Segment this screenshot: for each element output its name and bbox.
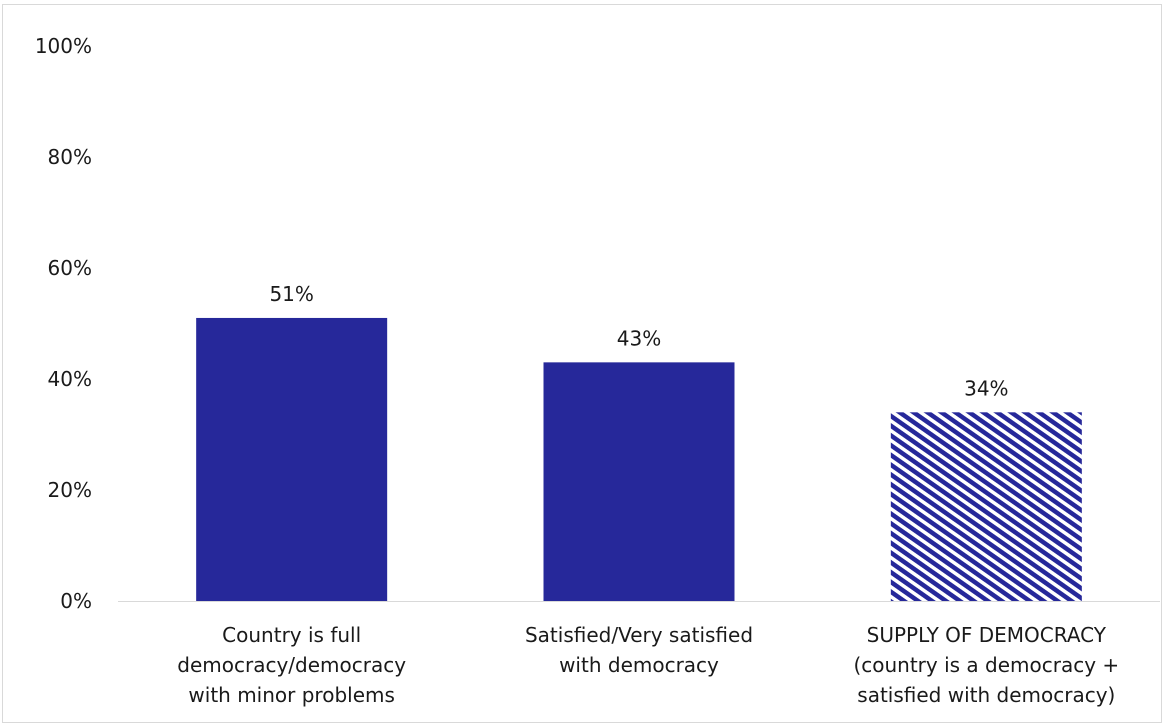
category-label-line: SUPPLY OF DEMOCRACY bbox=[867, 623, 1107, 647]
y-tick-label: 100% bbox=[35, 34, 92, 58]
category-label-line: democracy/democracy bbox=[177, 653, 406, 677]
y-tick-label: 20% bbox=[48, 478, 92, 502]
y-tick-label: 80% bbox=[48, 145, 92, 169]
category-label: Country is full democracy/democracy with m… bbox=[177, 623, 406, 707]
y-axis: 0% 20% 40% 60% 80% 100% bbox=[35, 34, 92, 613]
data-label: 34% bbox=[964, 376, 1008, 400]
bar bbox=[543, 362, 735, 601]
y-tick-label: 40% bbox=[48, 367, 92, 391]
category-label-line: satisfied with democracy) bbox=[857, 683, 1115, 707]
data-label: 43% bbox=[617, 326, 661, 350]
x-axis-categories: Country is full democracy/democracy with m… bbox=[177, 623, 1119, 707]
bars-group bbox=[196, 317, 1082, 601]
data-labels-group: 51% 43% 34% bbox=[269, 282, 1008, 400]
bar bbox=[890, 412, 1082, 601]
category-label-line: Country is full bbox=[222, 623, 361, 647]
category-label: Satisfied/Very satisfied with democracy bbox=[525, 623, 753, 677]
category-label: SUPPLY OF DEMOCRACY (country is a democra… bbox=[853, 623, 1119, 707]
category-label-line: with minor problems bbox=[188, 683, 395, 707]
category-label-line: with democracy bbox=[559, 653, 719, 677]
data-label: 51% bbox=[269, 282, 313, 306]
category-label-line: Satisfied/Very satisfied bbox=[525, 623, 753, 647]
category-label-line: (country is a democracy + bbox=[853, 653, 1119, 677]
bar bbox=[196, 317, 388, 601]
y-tick-label: 0% bbox=[60, 589, 92, 613]
y-tick-label: 60% bbox=[48, 256, 92, 280]
